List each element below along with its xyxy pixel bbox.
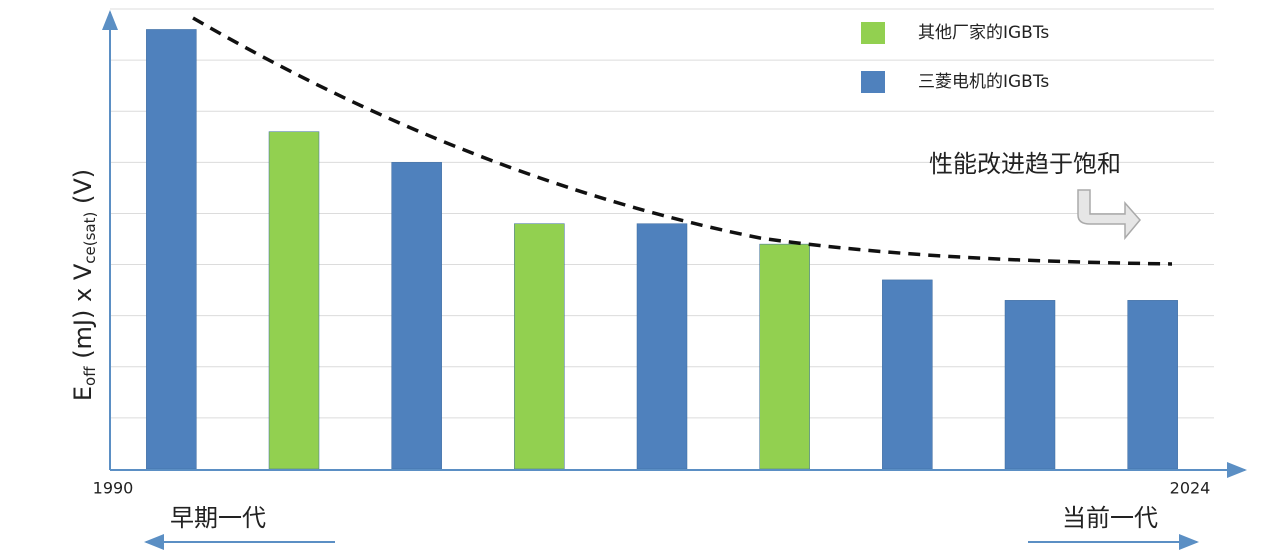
y-label-part: (V) [69, 169, 97, 212]
bar [882, 279, 933, 470]
trend-label: 性能改进趋于饱和 [929, 150, 1121, 178]
x-start-label: 1990 [93, 479, 134, 498]
bar [759, 243, 810, 470]
bar [514, 223, 565, 470]
y-axis-label: Eoff (mJ) x Vce(sat) (V) [69, 169, 99, 401]
bar [268, 131, 320, 470]
y-label-part: E [69, 386, 97, 401]
current-label: 当前一代 [1062, 504, 1158, 532]
legend-swatch [861, 22, 885, 44]
bar [1127, 300, 1178, 470]
trend-curve [192, 16, 1173, 266]
y-label-part: ce(sat) [81, 212, 99, 264]
legend-label: 其他厂家的IGBTs [918, 23, 1049, 43]
early-label: 早期一代 [170, 504, 266, 532]
bar [391, 162, 442, 470]
y-label-part: off [81, 366, 99, 386]
y-label-part: (mJ) x V [69, 263, 97, 366]
x-end-label: 2024 [1170, 479, 1211, 498]
trend-arrow [1077, 189, 1141, 241]
bar [636, 223, 688, 470]
legend-swatch [861, 71, 885, 93]
bar [146, 29, 197, 470]
bar [1004, 300, 1056, 470]
legend-label: 三菱电机的IGBTs [918, 72, 1049, 92]
